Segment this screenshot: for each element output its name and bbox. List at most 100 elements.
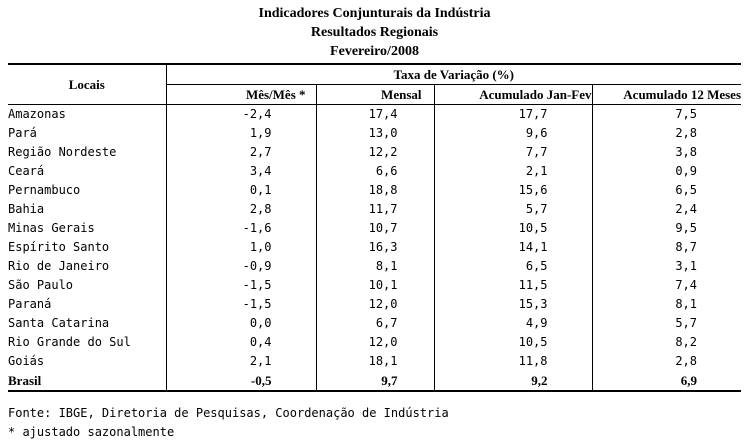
table-row: São Paulo -1,5 10,1 11,5 7,4 [8,276,741,295]
cell-acumulado-12-meses: 7,4 [591,276,741,295]
cell-mes-mes: 2,8 [165,200,316,219]
header-acumulado-jan-fev: Acumulado Jan-Fev [433,84,592,105]
cell-acumulado-jan-fev: 11,8 [433,352,592,371]
cell-mensal: 12,2 [315,143,434,162]
report-subtitle: Resultados Regionais [310,25,439,40]
table-row: Espírito Santo 1,0 16,3 14,1 8,7 [8,238,741,257]
cell-acumulado-jan-fev: 2,1 [433,162,592,181]
table-row: Paraná -1,5 12,0 15,3 8,1 [8,295,741,314]
header-acumulado-12-meses: Acumulado 12 Meses [591,84,741,105]
cell-acumulado-jan-fev: 10,5 [433,333,592,352]
table-row: Pará 1,9 13,0 9,6 2,8 [8,124,741,143]
cell-mes-mes: 2,1 [165,352,316,371]
cell-local: Brasil [8,371,166,392]
cell-mensal: 17,4 [315,104,434,124]
cell-mensal: 8,1 [315,257,434,276]
cell-local: Ceará [8,164,45,178]
cell-mes-mes: -0,5 [165,371,316,392]
cell-local: Santa Catarina [8,316,110,330]
cell-acumulado-12-meses: 3,8 [591,143,741,162]
table-row: Santa Catarina 0,0 6,7 4,9 5,7 [8,314,741,333]
cell-acumulado-12-meses: 6,5 [591,181,741,200]
cell-mensal: 13,0 [315,124,434,143]
cell-mes-mes: 0,4 [165,333,316,352]
table-body: Amazonas -2,4 17,4 17,7 7,5 Pará 1,9 13,0 9,6 2,8… [8,104,741,392]
cell-mensal: 6,7 [315,314,434,333]
cell-local: Amazonas [8,107,66,121]
cell-acumulado-12-meses: 0,9 [591,162,741,181]
report-title: Indicadores Conjunturais da Indústria [258,6,491,21]
cell-local: Espírito Santo [8,240,110,254]
cell-acumulado-12-meses: 3,1 [591,257,741,276]
report-title-block: Indicadores Conjunturais da Indústria Re… [0,4,749,61]
cell-local: Minas Gerais [8,221,95,235]
cell-mensal: 11,7 [315,200,434,219]
cell-mes-mes: 1,0 [165,238,316,257]
cell-acumulado-jan-fev: 17,7 [433,104,592,124]
cell-local: Região Nordeste [8,145,117,159]
cell-mensal: 10,7 [315,219,434,238]
cell-mes-mes: 0,0 [165,314,316,333]
cell-mes-mes: -0,9 [165,257,316,276]
cell-mes-mes: -1,5 [165,295,316,314]
cell-mes-mes: 3,4 [165,162,316,181]
cell-mes-mes: 0,1 [165,181,316,200]
cell-mes-mes: 2,7 [165,143,316,162]
header-mes-mes: Mês/Mês * [165,84,316,105]
cell-acumulado-12-meses: 8,1 [591,295,741,314]
cell-acumulado-12-meses: 5,7 [591,314,741,333]
cell-acumulado-jan-fev: 15,6 [433,181,592,200]
header-mensal: Mensal [315,84,434,105]
cell-acumulado-12-meses: 2,8 [591,124,741,143]
cell-mensal: 16,3 [315,238,434,257]
footnote: * ajustado sazonalmente [8,425,175,439]
cell-acumulado-jan-fev: 10,5 [433,219,592,238]
header-locais: Locais [8,63,166,105]
cell-acumulado-jan-fev: 5,7 [433,200,592,219]
cell-local: Goiás [8,354,45,368]
report-period: Fevereiro/2008 [330,44,419,59]
table-row: Ceará 3,4 6,6 2,1 0,9 [8,162,741,181]
cell-acumulado-12-meses: 8,7 [591,238,741,257]
cell-local: Rio de Janeiro [8,259,110,273]
cell-mensal: 12,0 [315,295,434,314]
cell-local: São Paulo [8,278,74,292]
cell-acumulado-12-meses: 7,5 [591,104,741,124]
cell-mes-mes: -1,6 [165,219,316,238]
cell-acumulado-jan-fev: 4,9 [433,314,592,333]
source-note: Fonte: IBGE, Diretoria de Pesquisas, Coo… [8,406,449,420]
cell-local: Rio Grande do Sul [8,335,131,349]
table-row: Região Nordeste 2,7 12,2 7,7 3,8 [8,143,741,162]
cell-acumulado-jan-fev: 9,6 [433,124,592,143]
table-row: Amazonas -2,4 17,4 17,7 7,5 [8,104,741,124]
cell-acumulado-jan-fev: 14,1 [433,238,592,257]
cell-acumulado-12-meses: 2,4 [591,200,741,219]
cell-mensal: 18,8 [315,181,434,200]
cell-mes-mes: -1,5 [165,276,316,295]
cell-mes-mes: -2,4 [165,104,316,124]
cell-mensal: 6,6 [315,162,434,181]
table-row: Rio de Janeiro -0,9 8,1 6,5 3,1 [8,257,741,276]
cell-acumulado-jan-fev: 6,5 [433,257,592,276]
table-notes: Fonte: IBGE, Diretoria de Pesquisas, Coo… [8,404,449,442]
cell-acumulado-12-meses: 8,2 [591,333,741,352]
cell-acumulado-12-meses: 9,5 [591,219,741,238]
cell-mensal: 10,1 [315,276,434,295]
cell-mensal: 12,0 [315,333,434,352]
cell-mensal: 9,7 [315,371,434,392]
table-row: Minas Gerais -1,6 10,7 10,5 9,5 [8,219,741,238]
table-row: Bahia 2,8 11,7 5,7 2,4 [8,200,741,219]
table-row: Pernambuco 0,1 18,8 15,6 6,5 [8,181,741,200]
cell-mes-mes: 1,9 [165,124,316,143]
header-taxa-variacao: Taxa de Variação (%) [165,63,741,85]
indicators-table: Locais Taxa de Variação (%) Mês/Mês * Me… [8,63,741,392]
cell-local: Pernambuco [8,183,81,197]
table-row: Goiás 2,1 18,1 11,8 2,8 [8,352,741,371]
cell-mensal: 18,1 [315,352,434,371]
cell-acumulado-12-meses: 6,9 [591,371,741,392]
table-row: Rio Grande do Sul 0,4 12,0 10,5 8,2 [8,333,741,352]
table-row-total: Brasil -0,5 9,7 9,2 6,9 [8,371,741,392]
cell-local: Bahia [8,202,45,216]
cell-acumulado-jan-fev: 11,5 [433,276,592,295]
cell-acumulado-jan-fev: 15,3 [433,295,592,314]
